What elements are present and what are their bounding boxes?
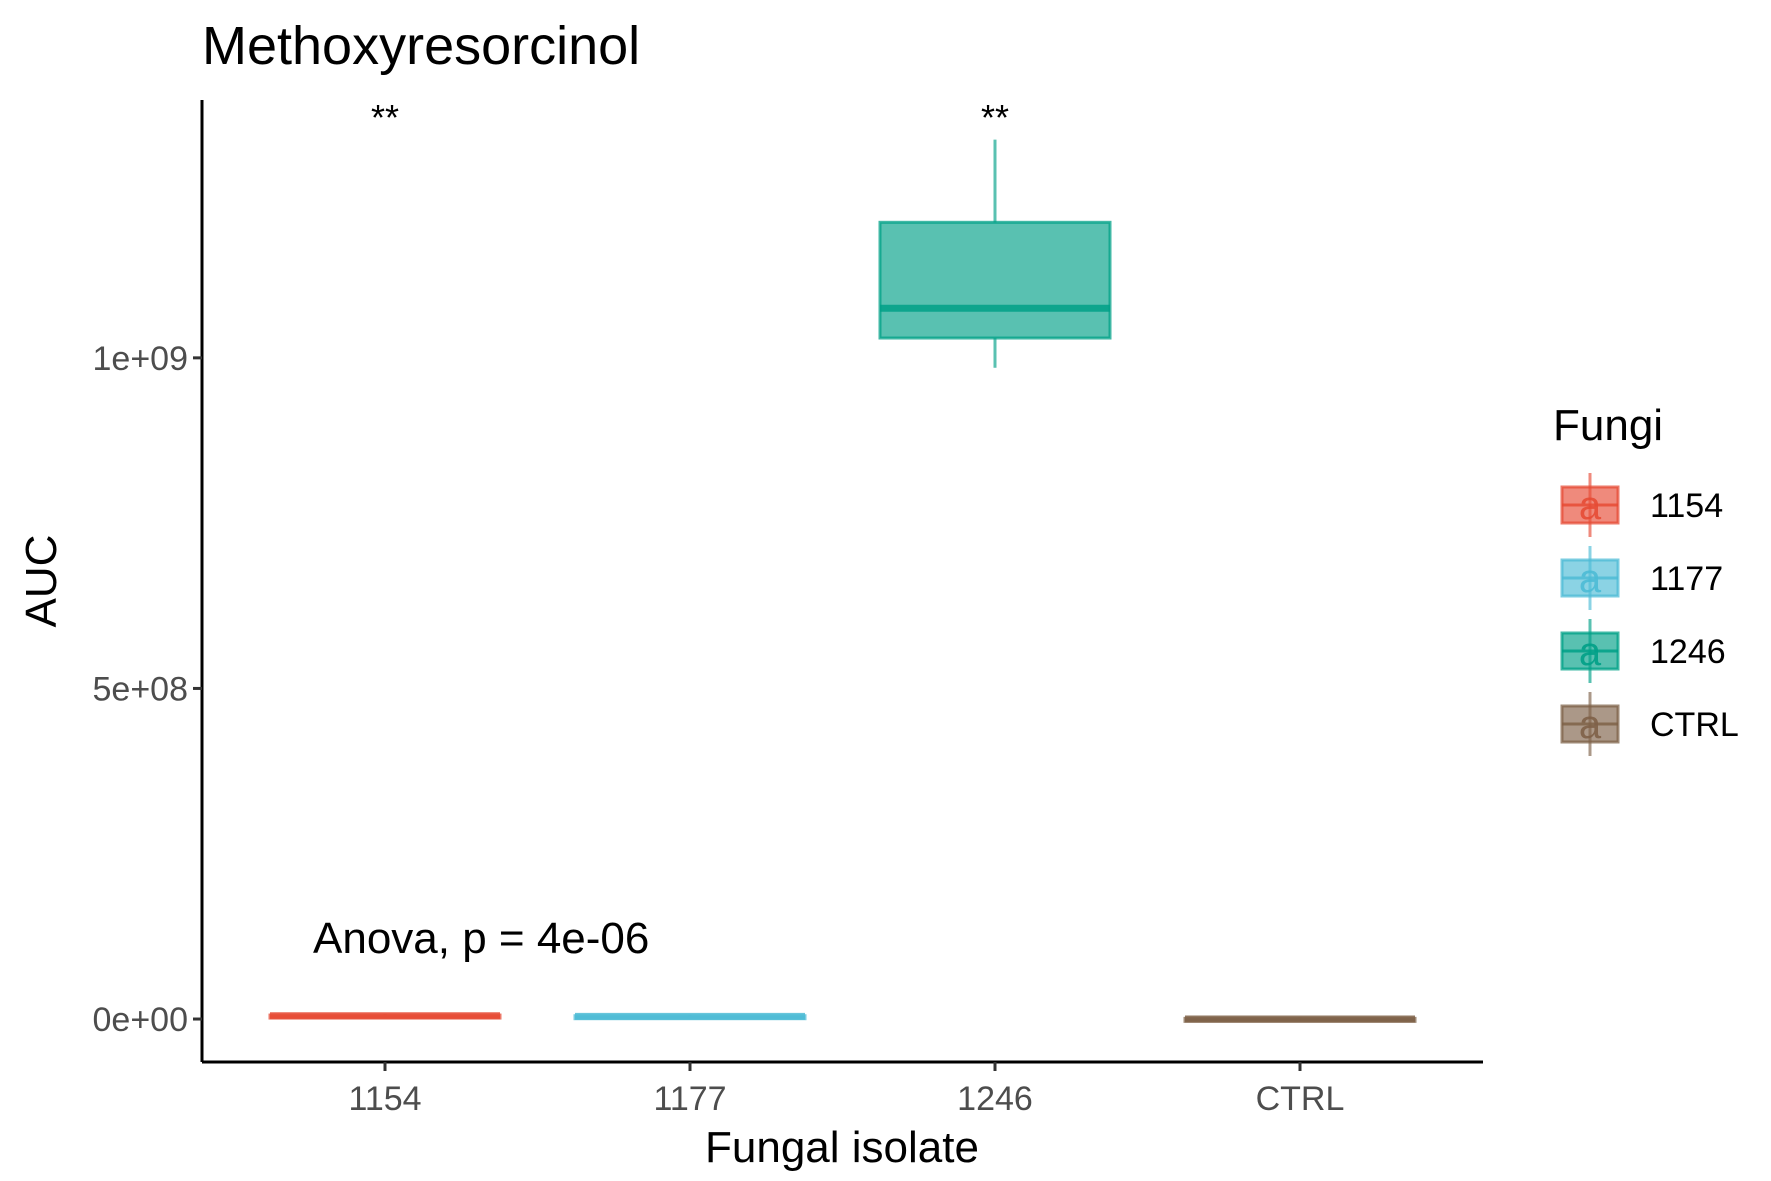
legend-item-1246: a 1246 [1560,619,1726,683]
x-tick-label: 1246 [957,1080,1033,1118]
significance-label: ** [981,97,1009,138]
x-axis-title: Fungal isolate [705,1123,979,1172]
legend-label: 1154 [1650,487,1723,525]
legend-item-1177: a 1177 [1560,546,1723,610]
box-rect [878,220,1112,340]
x-tick-label: CTRL [1256,1080,1345,1118]
legend: Fungi a 1154 a 1177 a 1246 a CTRL [1553,401,1739,756]
significance-label: ** [371,97,399,138]
y-axis-ticks: 0e+00 5e+08 1e+09 [93,340,202,1039]
plot-area: ** ** [268,97,1417,1023]
legend-key-glyph: a [1579,703,1602,747]
legend-label: CTRL [1650,706,1739,744]
box-1154: ** [268,97,502,1020]
legend-label: 1177 [1650,560,1723,598]
x-tick-label: 1177 [653,1080,726,1118]
legend-item-1154: a 1154 [1560,473,1723,537]
x-axis-ticks: 1154 1177 1246 CTRL [348,1062,1344,1118]
legend-label: 1246 [1650,633,1726,671]
box-1177 [573,1012,807,1021]
y-tick-label: 1e+09 [93,340,189,378]
box-CTRL [1183,1015,1417,1023]
chart-title: Methoxyresorcinol [202,16,640,76]
y-tick-label: 0e+00 [93,1001,189,1039]
legend-key-glyph: a [1579,557,1602,601]
legend-title: Fungi [1553,401,1663,450]
y-tick-label: 5e+08 [93,670,189,708]
x-tick-label: 1154 [348,1080,421,1118]
anova-annotation: Anova, p = 4e-06 [313,914,649,963]
legend-key-glyph: a [1579,484,1602,528]
box-1246: ** [878,97,1112,368]
legend-key-glyph: a [1579,630,1602,674]
legend-item-CTRL: a CTRL [1560,692,1739,756]
y-axis-title: AUC [17,535,66,628]
